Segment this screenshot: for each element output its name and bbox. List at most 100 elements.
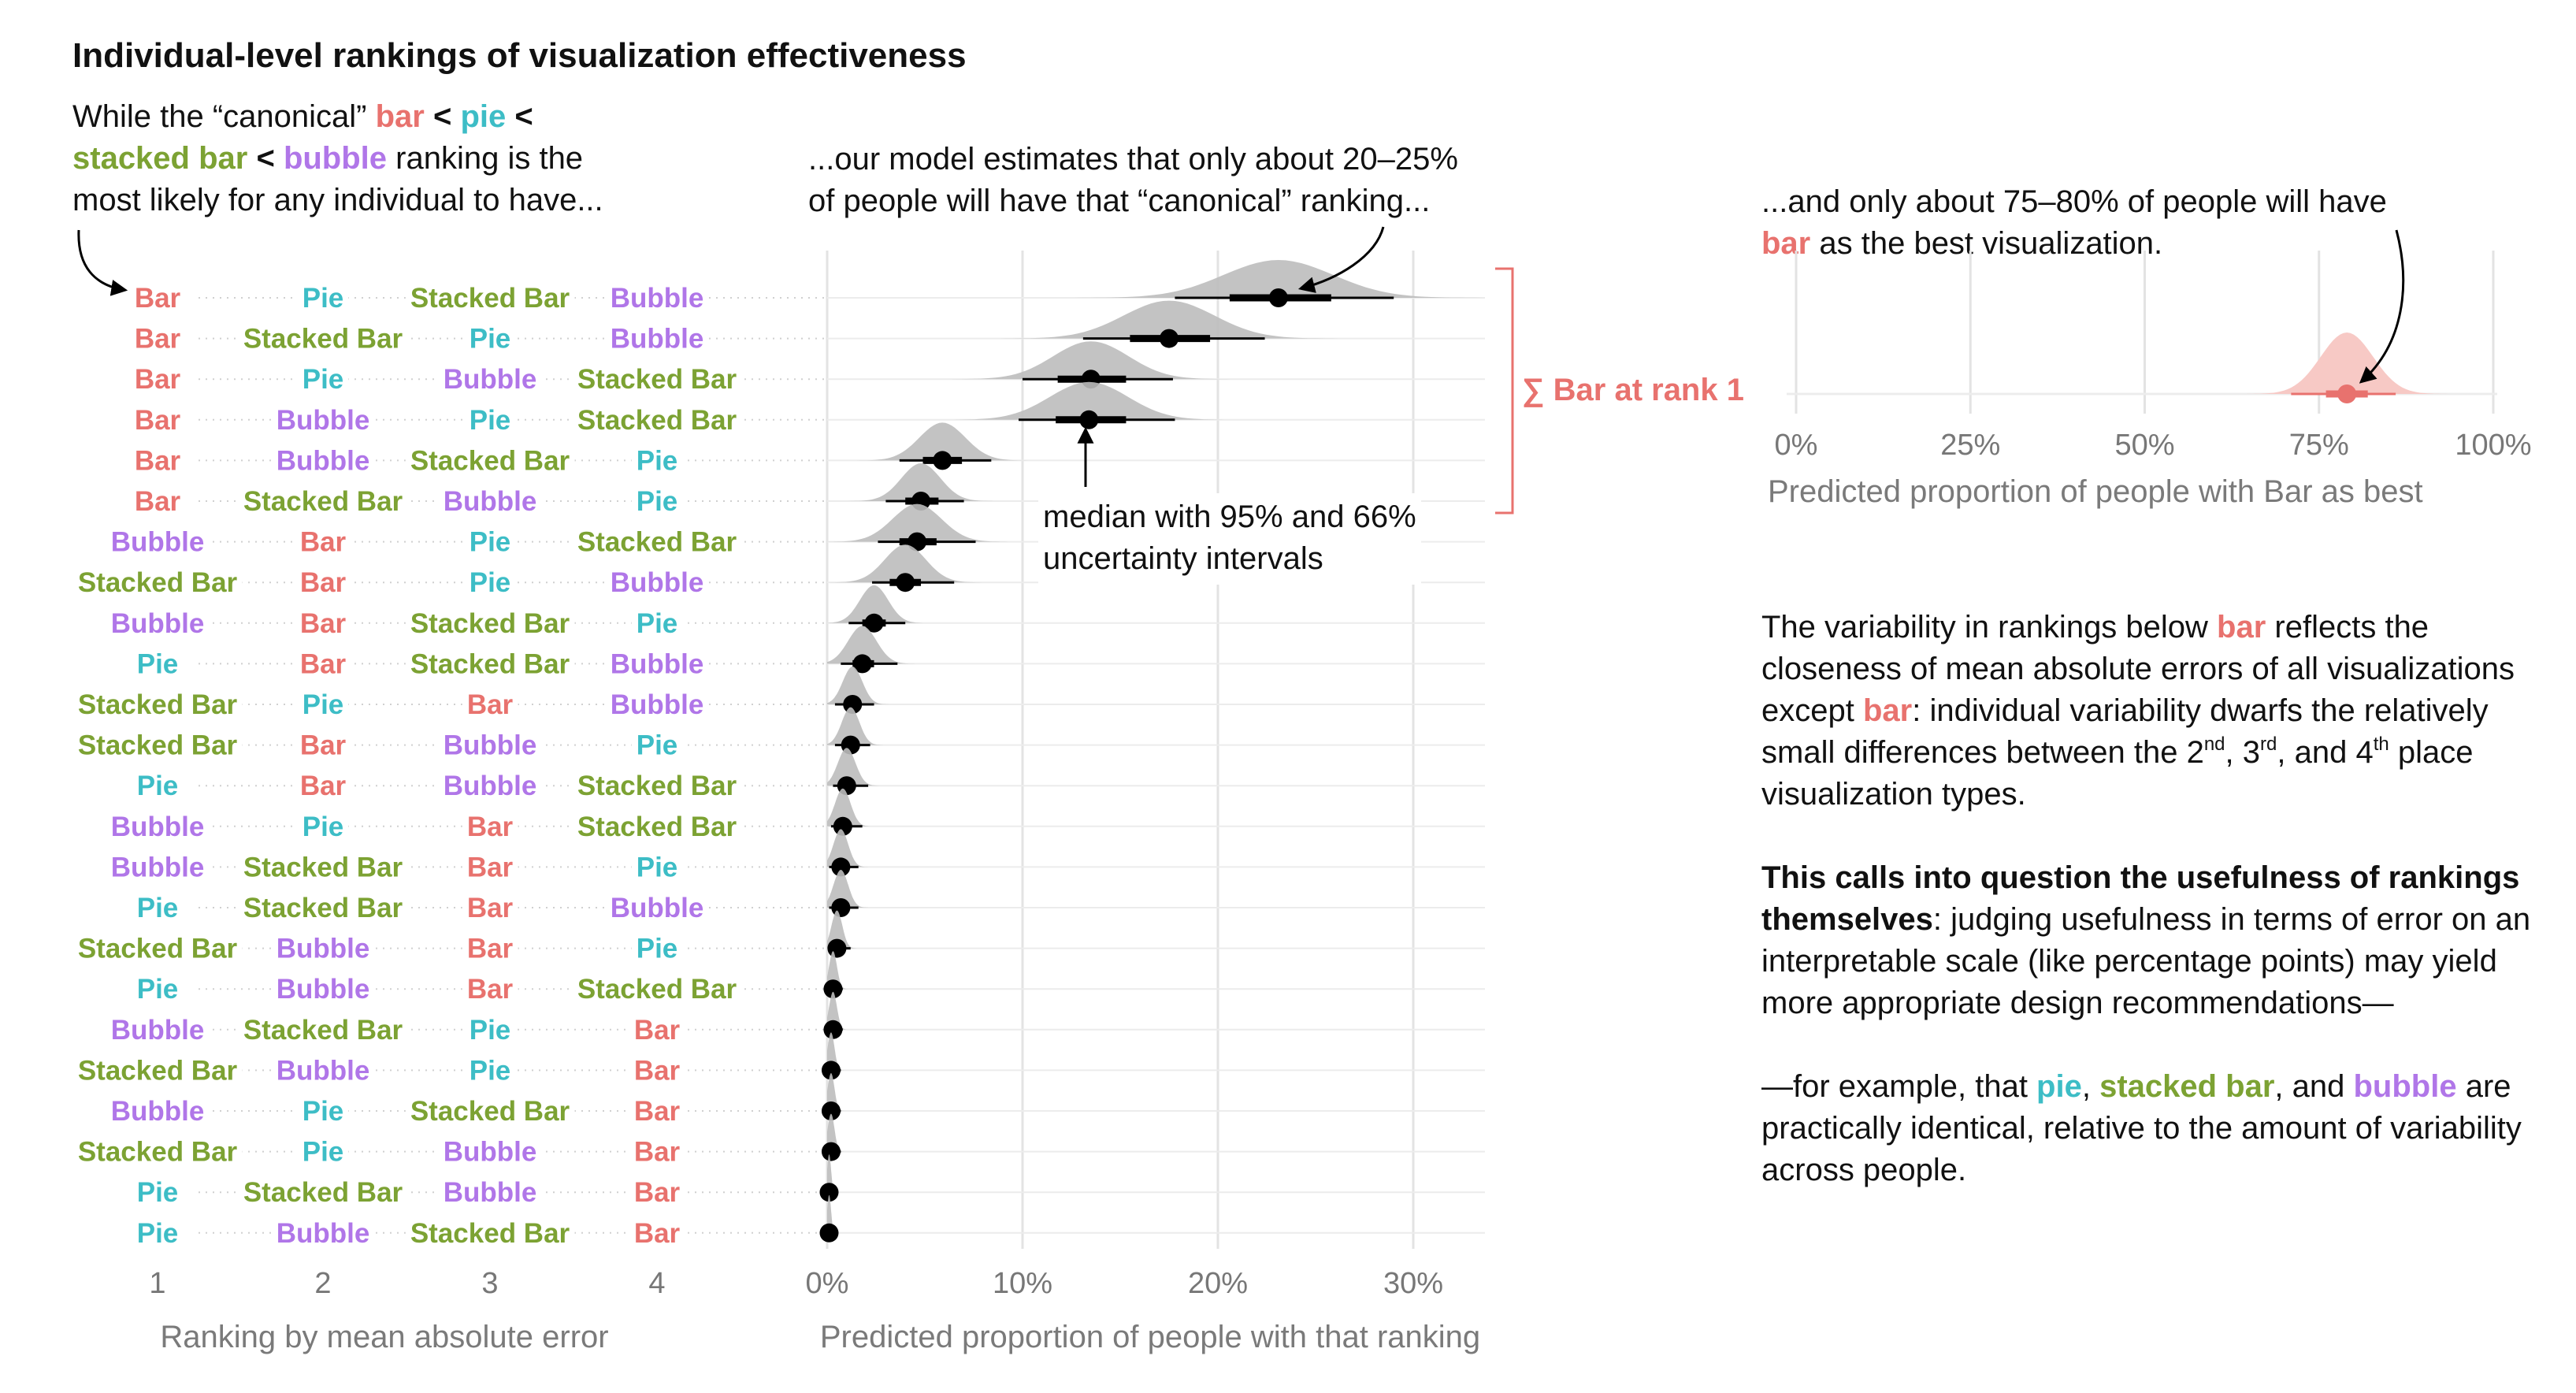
bar-best-density bbox=[2242, 332, 2452, 394]
density-shape bbox=[827, 870, 870, 908]
rank-cell-bg bbox=[605, 568, 709, 597]
rank-cell-bg bbox=[297, 690, 349, 719]
rank-cell-bg bbox=[132, 893, 184, 922]
rank-cell-pie: Pie bbox=[470, 567, 511, 598]
rank-cell-bg bbox=[72, 690, 243, 719]
density-shape bbox=[827, 626, 919, 664]
median-annotation: median with 95% and 66% uncertainty inte… bbox=[1038, 493, 1421, 585]
intro-line-3: most likely for any individual to have..… bbox=[72, 183, 603, 217]
rank-cell-bg bbox=[132, 1218, 184, 1247]
rank-cell-pie: Pie bbox=[637, 730, 678, 761]
rank-cell-stacked-bar: Stacked Bar bbox=[78, 1137, 238, 1168]
rank-cell-bg bbox=[271, 975, 375, 1004]
intro-stacked: stacked bar bbox=[72, 141, 248, 176]
rank-cell-bg bbox=[106, 1015, 210, 1044]
rank-cell-bg bbox=[238, 487, 408, 515]
rank-cell-bar: Bar bbox=[300, 730, 347, 761]
rank-cell-bar: Bar bbox=[300, 648, 347, 679]
rank-cell-pie: Pie bbox=[470, 324, 511, 355]
rank-cell-bg bbox=[464, 324, 516, 353]
rank-cell-bar: Bar bbox=[135, 364, 181, 395]
forest-axis-tick: 0% bbox=[806, 1267, 849, 1300]
rank-cell-bubble: Bubble bbox=[611, 648, 704, 679]
rank-cell-stacked-bar: Stacked Bar bbox=[78, 1055, 238, 1086]
rank-cell-bg bbox=[629, 1218, 685, 1247]
rank-cell-bg bbox=[271, 1218, 375, 1247]
rank-cell-bg bbox=[438, 1137, 542, 1166]
rank-cell-stacked-bar: Stacked Bar bbox=[577, 364, 737, 395]
body-bar: bar bbox=[1862, 693, 1913, 728]
density-shape bbox=[850, 422, 1034, 461]
rank-cell-bg bbox=[464, 1015, 516, 1044]
model-line-1: ...our model estimates that only about 2… bbox=[808, 142, 1458, 176]
rank-cell-pie: Pie bbox=[303, 812, 344, 842]
rank-cell-bg bbox=[295, 730, 351, 760]
rank-cell-bubble: Bubble bbox=[111, 1015, 205, 1046]
median-point bbox=[831, 898, 851, 917]
median-point bbox=[864, 613, 884, 633]
rank-cell-bar: Bar bbox=[300, 527, 347, 558]
rank-cell-bg bbox=[605, 893, 709, 922]
body-text-run: —for example, that bbox=[1761, 1069, 2037, 1104]
density-shape bbox=[827, 1113, 845, 1152]
rank-cell-bg bbox=[72, 1056, 243, 1085]
forest-axis-tick: 10% bbox=[993, 1267, 1052, 1300]
bar-best-axis-tick: 0% bbox=[1775, 429, 1818, 462]
body-bar: bar bbox=[2217, 610, 2266, 644]
rank-cell-bg bbox=[631, 608, 683, 637]
density-shape bbox=[827, 951, 849, 990]
rank-cell-bar: Bar bbox=[300, 608, 347, 639]
rank1-sum-label: ∑ Bar at rank 1 bbox=[1522, 373, 1744, 407]
density-shape bbox=[827, 991, 849, 1030]
rank-cell-bar: Bar bbox=[135, 445, 181, 476]
rank-cell-bar: Bar bbox=[300, 771, 347, 801]
rank-cell-stacked-bar: Stacked Bar bbox=[410, 608, 570, 639]
intro-text: ranking is the bbox=[387, 141, 584, 176]
density-shape bbox=[827, 707, 886, 745]
density-shape bbox=[827, 1032, 845, 1071]
rank-cell-bubble: Bubble bbox=[277, 974, 370, 1005]
body-text-run: , and bbox=[2274, 1069, 2354, 1104]
intro-bar: bar bbox=[375, 99, 425, 134]
rank-cell-bar: Bar bbox=[300, 567, 347, 598]
rank-cell-bg bbox=[572, 405, 742, 434]
rank-cell-stacked-bar: Stacked Bar bbox=[78, 689, 238, 720]
median-point bbox=[823, 979, 843, 999]
rank-cell-pie: Pie bbox=[137, 648, 179, 679]
rank-cell-pie: Pie bbox=[137, 771, 179, 801]
rank-cell-pie: Pie bbox=[637, 852, 678, 882]
rank-cell-pie: Pie bbox=[303, 689, 344, 720]
rank-cell-bg bbox=[462, 812, 518, 841]
median-point bbox=[843, 695, 863, 714]
rank-cell-bg bbox=[297, 812, 349, 841]
rank-cell-pie: Pie bbox=[637, 486, 678, 517]
rank-cell-bg bbox=[629, 1056, 685, 1085]
rank-axis-tick: 3 bbox=[481, 1267, 498, 1300]
rank-cell-stacked-bar: Stacked Bar bbox=[243, 852, 403, 882]
rank-cell-bg bbox=[271, 405, 375, 434]
rank-cell-bg bbox=[238, 324, 408, 353]
body-text-run: : judging usefulness in terms of error o… bbox=[1761, 902, 2531, 1020]
intro-annotation: While the “canonical” bar < pie < stacke… bbox=[72, 96, 603, 221]
rank-cell-stacked-bar: Stacked Bar bbox=[577, 974, 737, 1005]
density-shape bbox=[827, 585, 931, 623]
rank-cell-bg bbox=[572, 527, 742, 556]
rank-cell-pie: Pie bbox=[137, 974, 179, 1005]
rank-cell-bubble: Bubble bbox=[277, 934, 370, 964]
rank-cell-bg bbox=[629, 1137, 685, 1166]
rank-cell-bubble: Bubble bbox=[111, 527, 205, 558]
rank-cell-stacked-bar: Stacked Bar bbox=[577, 527, 737, 558]
rank-cell-bg bbox=[464, 568, 516, 597]
rank-cell-bar: Bar bbox=[135, 283, 181, 314]
rank-cell-bg bbox=[572, 771, 742, 801]
forest-axis-tick: 30% bbox=[1383, 1267, 1443, 1300]
body-paragraph-3: —for example, that pie, stacked bar, and… bbox=[1761, 1066, 2533, 1191]
rank-cell-bg bbox=[297, 1097, 349, 1125]
rank1-bracket bbox=[1495, 267, 1514, 514]
median-point bbox=[896, 573, 915, 592]
rank-cell-bubble: Bubble bbox=[111, 852, 205, 882]
rank-cell-bubble: Bubble bbox=[277, 405, 370, 436]
rank-cell-bg bbox=[405, 1097, 575, 1125]
rank-cell-bg bbox=[106, 853, 210, 882]
rank-cell-bg bbox=[405, 649, 575, 678]
